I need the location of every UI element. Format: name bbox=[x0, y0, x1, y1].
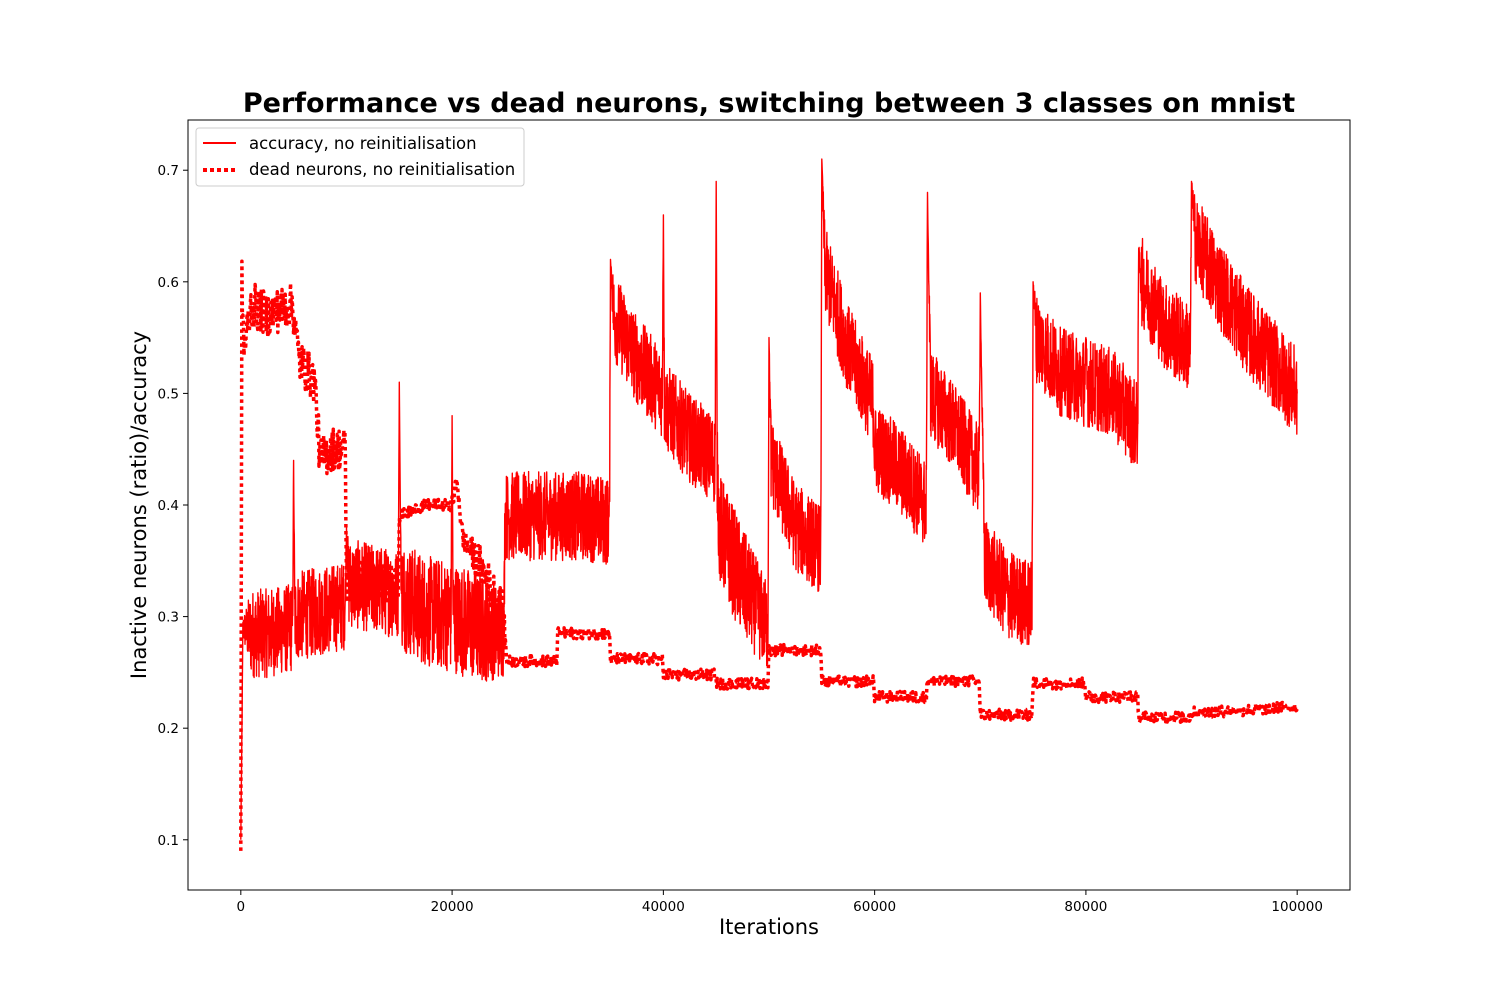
y-tick-label: 0.4 bbox=[158, 498, 179, 514]
x-tick-label: 80000 bbox=[1064, 899, 1107, 915]
legend: accuracy, no reinitialisation dead neuro… bbox=[195, 127, 525, 187]
y-tick-label: 0.2 bbox=[158, 721, 179, 737]
x-tick-label: 0 bbox=[237, 899, 246, 915]
series-layer bbox=[239, 158, 1299, 851]
legend-label-dead-neurons: dead neurons, no reinitialisation bbox=[249, 160, 515, 179]
series-accuracy-line bbox=[240, 158, 1298, 840]
chart-title: Performance vs dead neurons, switching b… bbox=[243, 88, 1295, 119]
y-tick-label: 0.1 bbox=[158, 833, 179, 849]
y-tick-label: 0.7 bbox=[158, 163, 179, 179]
x-tick-label: 60000 bbox=[853, 899, 896, 915]
x-tick-label: 100000 bbox=[1271, 899, 1323, 915]
x-axis: 0 20000 40000 60000 80000 100000 bbox=[237, 890, 1323, 915]
y-axis-label: Inactive neurons (ratio)/accuracy bbox=[127, 331, 151, 679]
y-axis: 0.1 0.2 0.3 0.4 0.5 0.6 0.7 bbox=[158, 163, 188, 849]
y-tick-label: 0.6 bbox=[158, 275, 179, 291]
y-tick-label: 0.5 bbox=[158, 386, 179, 402]
legend-box bbox=[195, 127, 525, 187]
x-axis-label: Iterations bbox=[719, 915, 819, 939]
y-tick-label: 0.3 bbox=[158, 610, 179, 626]
x-tick-label: 20000 bbox=[431, 899, 474, 915]
series-dead-neurons-line bbox=[239, 259, 1299, 851]
legend-label-accuracy: accuracy, no reinitialisation bbox=[249, 134, 477, 153]
x-tick-label: 40000 bbox=[642, 899, 685, 915]
